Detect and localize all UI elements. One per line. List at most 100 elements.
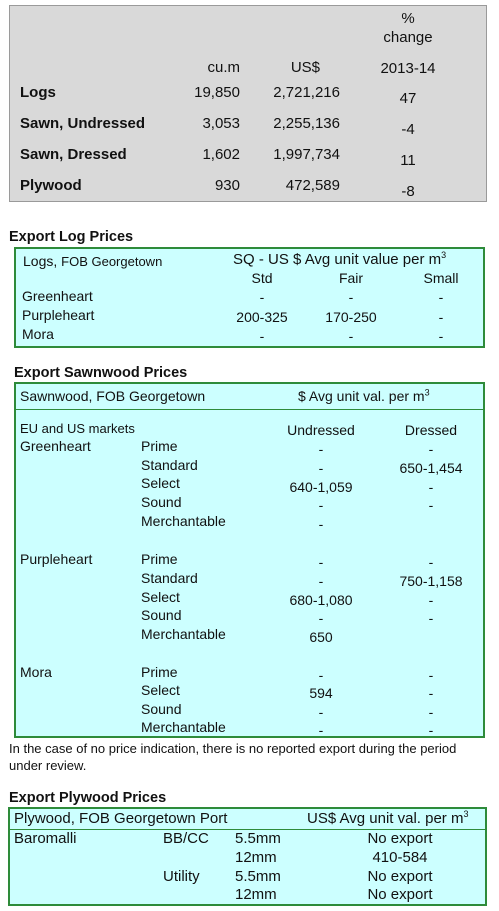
col-std: Std — [251, 270, 273, 286]
price-cell: No export — [367, 886, 433, 903]
price-cell: - — [428, 592, 434, 608]
price-cell: - — [348, 289, 354, 305]
header-change: change — [383, 29, 433, 46]
row-label-sawn-undressed: Sawn, Undressed — [20, 115, 146, 132]
price-cell: - — [318, 722, 324, 738]
header-year: 2013-14 — [380, 60, 436, 77]
log-prices-subtitle: Logs, FOB Georgetown — [23, 253, 163, 269]
row-cum: 3,053 — [202, 115, 240, 132]
species-greenheart: Greenheart — [20, 438, 91, 454]
header-usd: US$ — [290, 59, 320, 76]
price-cell: - — [438, 289, 444, 305]
price-cell: 650 — [309, 629, 333, 645]
species-baromalli: Baromalli — [14, 830, 77, 847]
price-cell: - — [428, 722, 434, 738]
price-cell: - — [318, 610, 324, 626]
thickness: 5.5mm — [235, 830, 281, 847]
price-cell: 650-1,454 — [399, 460, 463, 476]
row-cum: 19,850 — [194, 84, 240, 101]
thickness: 12mm — [235, 849, 277, 866]
price-cell: 750-1,158 — [399, 573, 463, 589]
export-summary-table: % change cu.m US$ 2013-14 Logs 19,850 2,… — [9, 5, 487, 202]
grade-utility: Utility — [163, 868, 200, 885]
row-label-sawn-dressed: Sawn, Dressed — [20, 146, 127, 163]
grade-label: Sound — [141, 701, 182, 717]
row-usd: 2,721,216 — [273, 84, 340, 101]
price-cell: - — [428, 441, 434, 457]
col-fair: Fair — [338, 270, 364, 286]
price-cell: No export — [367, 830, 433, 847]
row-usd: 2,255,136 — [273, 115, 340, 132]
grade-label: Select — [141, 589, 180, 605]
price-cell: - — [428, 479, 434, 495]
row-cum: 930 — [214, 177, 240, 194]
log-prices-title: Export Log Prices — [9, 229, 134, 245]
price-cell: - — [428, 497, 434, 513]
price-cell: 594 — [309, 685, 333, 701]
log-prices-unit: SQ - US $ Avg unit value per m3 — [233, 250, 447, 269]
sawn-prices-subtitle: Sawnwood, FOB Georgetown — [20, 388, 206, 404]
species-purpleheart: Purpleheart — [20, 551, 93, 567]
price-cell: 170-250 — [325, 309, 377, 325]
grade-label: Sound — [141, 494, 182, 510]
price-cell: - — [428, 554, 434, 570]
price-cell: - — [318, 573, 324, 589]
thickness: 12mm — [235, 886, 277, 903]
col-dressed: Dressed — [404, 422, 458, 438]
grade-label: Select — [141, 682, 180, 698]
price-cell: - — [318, 460, 324, 476]
species-mora: Mora — [20, 664, 52, 680]
grade-label: Prime — [141, 551, 178, 567]
grade-bbcc: BB/CC — [163, 830, 209, 847]
grade-label: Prime — [141, 664, 178, 680]
price-cell: - — [318, 441, 324, 457]
price-cell: - — [428, 704, 434, 720]
grade-label: Sound — [141, 607, 182, 623]
price-cell: - — [318, 704, 324, 720]
price-cell: - — [428, 610, 434, 626]
plywood-prices-unit: US$ Avg unit val. per m3 — [307, 809, 469, 828]
col-undressed: Undressed — [287, 422, 355, 438]
price-cell: - — [438, 309, 444, 325]
row-usd: 472,589 — [285, 177, 340, 194]
price-cell: - — [259, 328, 265, 344]
row-change: -4 — [401, 121, 415, 138]
log-prices-box: Logs, FOB Georgetown SQ - US $ Avg unit … — [14, 247, 485, 348]
sawn-prices-unit: $ Avg unit val. per m3 — [298, 387, 430, 404]
price-cell: No export — [367, 868, 433, 885]
price-cell: - — [438, 328, 444, 344]
price-cell: - — [259, 289, 265, 305]
markets-label: EU and US markets — [20, 421, 135, 436]
grade-label: Select — [141, 475, 180, 491]
price-cell: - — [348, 328, 354, 344]
plywood-prices-subtitle: Plywood, FOB Georgetown Port — [14, 810, 228, 827]
row-label-plywood: Plywood — [20, 177, 82, 194]
price-cell: - — [428, 685, 434, 701]
plywood-prices-header-row: Plywood, FOB Georgetown Port US$ Avg uni… — [10, 809, 485, 830]
species-purpleheart: Purpleheart — [22, 307, 95, 323]
sawn-prices-title: Export Sawnwood Prices — [14, 365, 188, 381]
row-cum: 1,602 — [202, 146, 240, 163]
price-cell: - — [318, 667, 324, 683]
header-cum: cu.m — [207, 59, 240, 76]
grade-label: Standard — [141, 457, 198, 473]
grade-label: Merchantable — [141, 626, 226, 642]
price-cell: - — [318, 516, 324, 532]
price-cell: - — [318, 554, 324, 570]
price-cell: 410-584 — [372, 849, 428, 866]
row-change: -8 — [401, 183, 415, 200]
row-change: 47 — [399, 90, 417, 107]
no-price-note: In the case of no price indication, ther… — [9, 741, 457, 773]
price-cell: 680-1,080 — [289, 592, 353, 608]
grade-label: Prime — [141, 438, 178, 454]
price-cell: - — [318, 497, 324, 513]
price-cell: 200-325 — [236, 309, 288, 325]
sawn-prices-box: Sawnwood, FOB Georgetown $ Avg unit val.… — [14, 382, 485, 738]
species-greenheart: Greenheart — [22, 288, 93, 304]
grade-label: Standard — [141, 570, 198, 586]
col-small: Small — [423, 270, 459, 286]
grade-label: Merchantable — [141, 513, 226, 529]
grade-label: Merchantable — [141, 719, 226, 735]
row-change: 11 — [400, 152, 416, 169]
sawn-prices-header-row: Sawnwood, FOB Georgetown $ Avg unit val.… — [16, 384, 483, 410]
